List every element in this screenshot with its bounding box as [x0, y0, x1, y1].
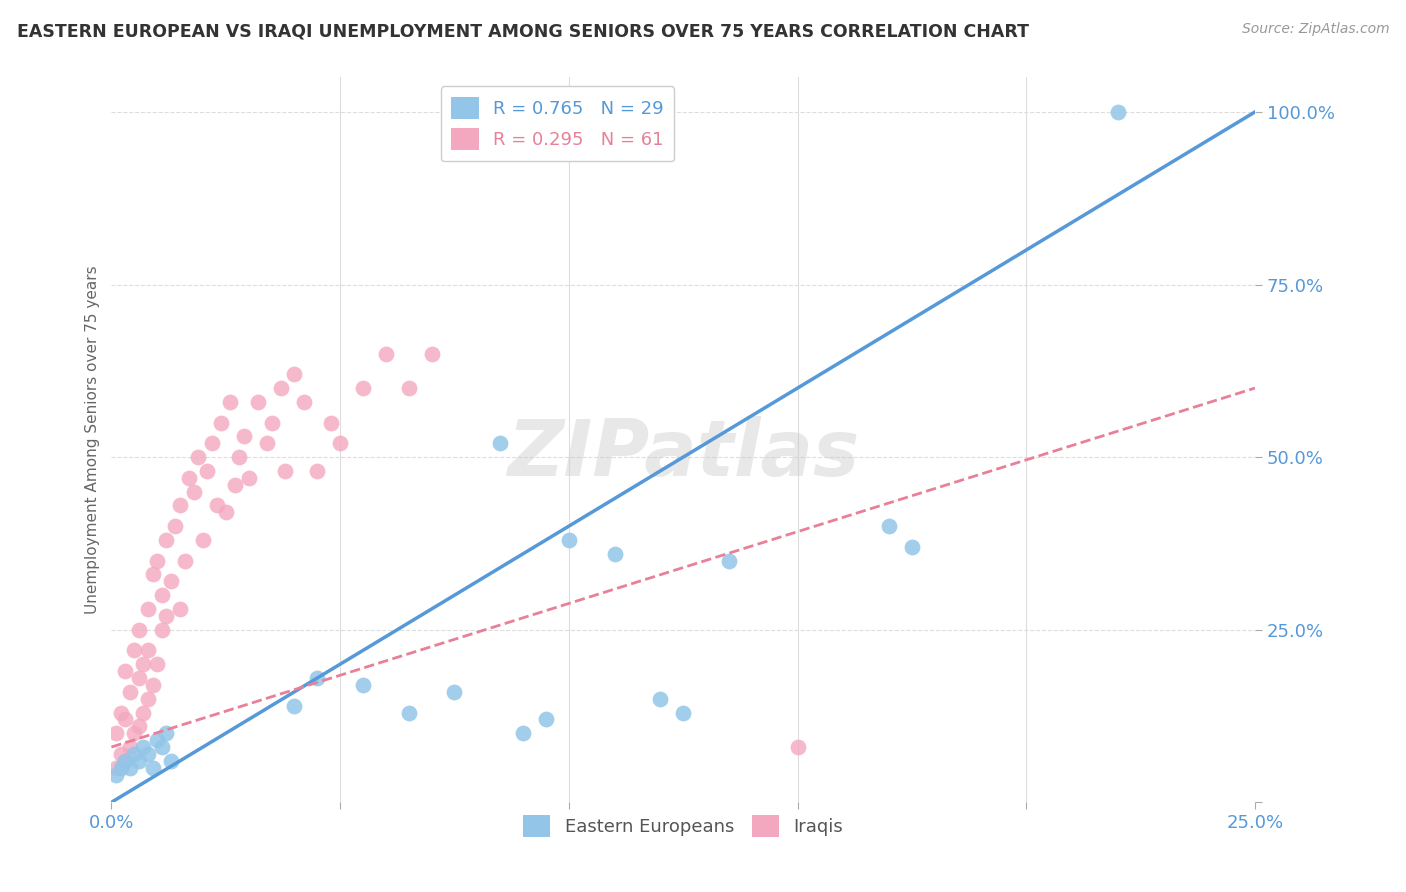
- Point: [132, 706, 155, 720]
- Point: [352, 381, 374, 395]
- Point: [118, 761, 141, 775]
- Point: [233, 429, 256, 443]
- Point: [136, 602, 159, 616]
- Point: [292, 395, 315, 409]
- Point: [114, 713, 136, 727]
- Text: ZIPatlas: ZIPatlas: [508, 417, 859, 492]
- Point: [246, 395, 269, 409]
- Point: [173, 554, 195, 568]
- Point: [132, 657, 155, 672]
- Point: [104, 761, 127, 775]
- Point: [128, 754, 150, 768]
- Point: [124, 726, 146, 740]
- Text: Source: ZipAtlas.com: Source: ZipAtlas.com: [1241, 22, 1389, 37]
- Point: [191, 533, 214, 547]
- Point: [183, 484, 205, 499]
- Point: [877, 519, 900, 533]
- Point: [155, 533, 177, 547]
- Text: EASTERN EUROPEAN VS IRAQI UNEMPLOYMENT AMONG SENIORS OVER 75 YEARS CORRELATION C: EASTERN EUROPEAN VS IRAQI UNEMPLOYMENT A…: [17, 22, 1029, 40]
- Point: [256, 436, 278, 450]
- Point: [104, 726, 127, 740]
- Point: [155, 726, 177, 740]
- Point: [443, 685, 465, 699]
- Point: [128, 671, 150, 685]
- Point: [104, 767, 127, 781]
- Point: [374, 346, 396, 360]
- Point: [558, 533, 581, 547]
- Point: [146, 554, 169, 568]
- Point: [150, 739, 173, 754]
- Point: [307, 671, 329, 685]
- Point: [319, 416, 342, 430]
- Point: [283, 698, 305, 713]
- Point: [150, 588, 173, 602]
- Point: [160, 754, 183, 768]
- Point: [118, 739, 141, 754]
- Point: [901, 540, 924, 554]
- Point: [489, 436, 512, 450]
- Point: [114, 754, 136, 768]
- Point: [124, 747, 146, 761]
- Point: [114, 754, 136, 768]
- Point: [150, 623, 173, 637]
- Point: [420, 346, 443, 360]
- Point: [215, 505, 238, 519]
- Legend: Eastern Europeans, Iraqis: Eastern Europeans, Iraqis: [516, 807, 851, 844]
- Point: [274, 464, 297, 478]
- Point: [786, 739, 808, 754]
- Point: [169, 602, 191, 616]
- Point: [160, 574, 183, 589]
- Point: [128, 623, 150, 637]
- Point: [329, 436, 352, 450]
- Point: [352, 678, 374, 692]
- Point: [142, 761, 165, 775]
- Point: [118, 685, 141, 699]
- Point: [197, 464, 219, 478]
- Point: [146, 733, 169, 747]
- Point: [238, 471, 260, 485]
- Point: [228, 450, 250, 464]
- Point: [260, 416, 283, 430]
- Point: [512, 726, 534, 740]
- Point: [283, 368, 305, 382]
- Point: [672, 706, 695, 720]
- Point: [201, 436, 224, 450]
- Point: [307, 464, 329, 478]
- Y-axis label: Unemployment Among Seniors over 75 years: Unemployment Among Seniors over 75 years: [86, 266, 100, 615]
- Point: [650, 691, 672, 706]
- Point: [534, 713, 557, 727]
- Point: [110, 747, 132, 761]
- Point: [270, 381, 292, 395]
- Point: [717, 554, 740, 568]
- Point: [209, 416, 232, 430]
- Point: [219, 395, 242, 409]
- Point: [110, 761, 132, 775]
- Point: [398, 381, 420, 395]
- Point: [165, 519, 187, 533]
- Point: [187, 450, 209, 464]
- Point: [169, 499, 191, 513]
- Point: [128, 719, 150, 733]
- Point: [398, 706, 420, 720]
- Point: [136, 691, 159, 706]
- Point: [136, 643, 159, 657]
- Point: [1107, 105, 1129, 120]
- Point: [110, 706, 132, 720]
- Point: [124, 643, 146, 657]
- Point: [603, 547, 626, 561]
- Point: [224, 477, 246, 491]
- Point: [146, 657, 169, 672]
- Point: [132, 739, 155, 754]
- Point: [205, 499, 228, 513]
- Point: [136, 747, 159, 761]
- Point: [142, 678, 165, 692]
- Point: [142, 567, 165, 582]
- Point: [155, 608, 177, 623]
- Point: [179, 471, 201, 485]
- Point: [114, 664, 136, 678]
